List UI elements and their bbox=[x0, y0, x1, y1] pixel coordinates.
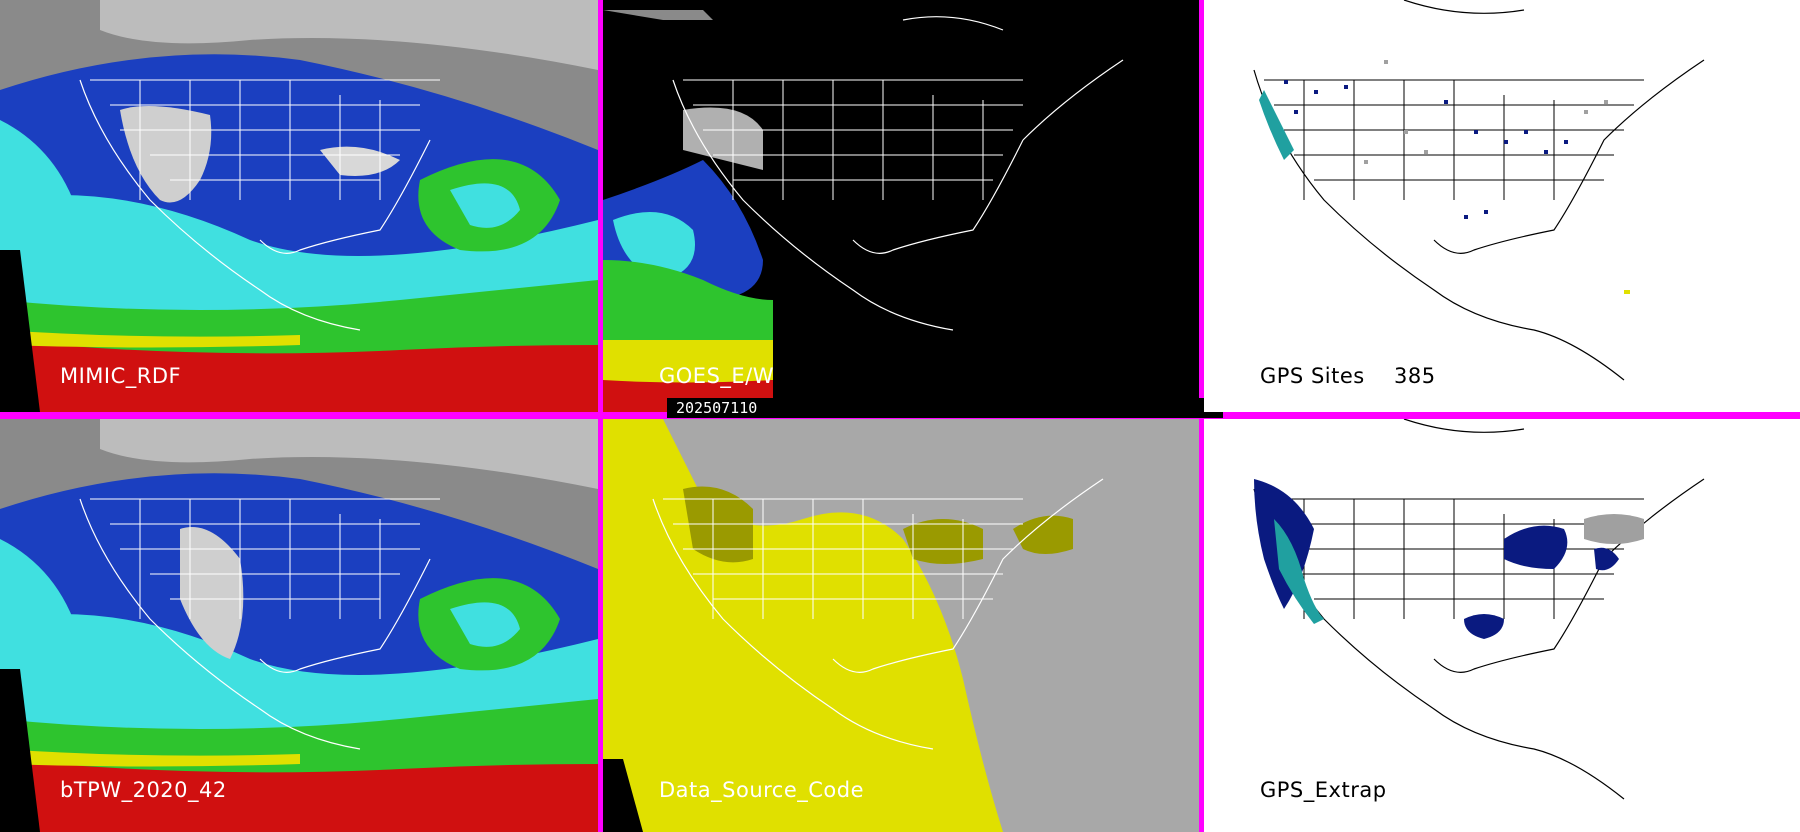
panel-mimic-rdf: MIMIC_RDF bbox=[0, 0, 598, 412]
panel-data-source-code: Data_Source_Code bbox=[603, 419, 1199, 832]
timestamp-bar: 202507110 bbox=[667, 398, 1223, 418]
gps-extrap-map bbox=[1204, 419, 1800, 832]
btpw-map bbox=[0, 419, 598, 832]
panel-btpw: bTPW_2020_42 bbox=[0, 419, 598, 832]
panel-goes: GOES_E/W bbox=[603, 0, 1199, 412]
gps-sites-map bbox=[1204, 0, 1800, 412]
gps-site-count: 385 bbox=[1394, 364, 1436, 388]
gps-site-markers bbox=[1284, 80, 1568, 219]
mimic-rdf-map bbox=[0, 0, 598, 412]
data-source-code-map bbox=[603, 419, 1199, 832]
panel-label: MIMIC_RDF bbox=[60, 364, 182, 388]
panel-label: Data_Source_Code bbox=[659, 778, 865, 802]
panel-label: bTPW_2020_42 bbox=[60, 778, 227, 802]
panel-label: GOES_E/W bbox=[659, 364, 775, 388]
panel-gps-extrap: GPS_Extrap bbox=[1204, 419, 1800, 832]
panel-gps-sites: GPS Sites 385 bbox=[1204, 0, 1800, 412]
goes-map bbox=[603, 0, 1199, 412]
panel-label: GPS_Extrap bbox=[1260, 778, 1387, 802]
panel-label: GPS Sites bbox=[1260, 364, 1365, 388]
